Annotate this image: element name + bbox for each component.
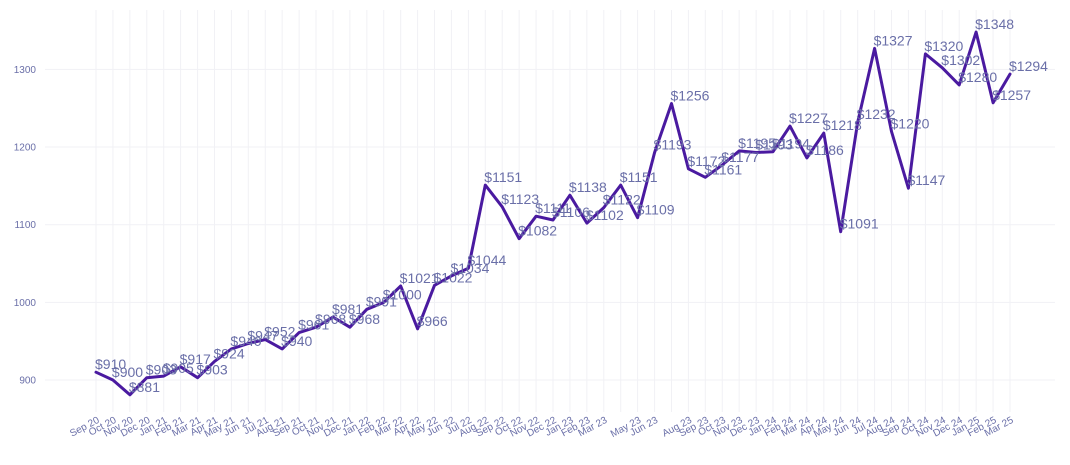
data-label: $881 [129, 379, 160, 395]
data-label: $1123 [501, 191, 539, 207]
data-label: $905 [163, 360, 194, 376]
data-label: $1151 [484, 169, 522, 185]
data-label: $917 [180, 351, 211, 367]
data-label: $1186 [806, 142, 844, 158]
data-label: $1172 [687, 153, 725, 169]
y-tick-label: 1000 [14, 298, 37, 309]
y-tick-label: 1200 [14, 143, 37, 154]
data-label: $991 [366, 293, 397, 309]
y-tick-label: 900 [19, 376, 36, 387]
data-label: $1227 [789, 110, 828, 126]
data-label: $1280 [958, 69, 997, 85]
data-label: $1193 [755, 136, 793, 152]
data-label: $910 [95, 356, 126, 372]
data-label: $1044 [467, 252, 506, 268]
data-label: $1257 [992, 87, 1031, 103]
data-label: $940 [281, 333, 312, 349]
y-axis-ticks: 900 1000 1100 1200 1300 [14, 65, 37, 387]
series-line-group [94, 30, 1012, 397]
data-label: $1151 [620, 169, 658, 185]
data-label: $903 [146, 362, 177, 378]
data-label: $1122 [603, 192, 641, 208]
data-label: $1138 [569, 179, 607, 195]
data-label: $903 [197, 362, 228, 378]
data-label: $1147 [907, 172, 945, 188]
data-label: $1022 [434, 269, 473, 285]
data-label: $900 [112, 364, 143, 380]
y-tick-label: 1100 [14, 220, 36, 231]
data-label: $1021 [400, 270, 439, 286]
data-label: $1348 [975, 16, 1014, 32]
data-label: $952 [264, 324, 295, 340]
data-label: $968 [349, 311, 380, 327]
data-label: $1194 [772, 136, 810, 152]
data-labels: $910$900$881$903$905$917$903$924$940$947… [95, 16, 1048, 395]
data-label: $1000 [383, 286, 422, 302]
data-label: $1034 [450, 260, 489, 276]
data-label: $1294 [1009, 58, 1048, 74]
series-line [94, 30, 1012, 397]
data-label: $1091 [840, 216, 879, 232]
grid [45, 10, 1055, 412]
data-label: $1220 [891, 116, 930, 132]
data-label: $1302 [941, 52, 980, 68]
y-tick-label: 1300 [14, 65, 37, 76]
data-label: $1177 [721, 149, 759, 165]
data-label: $924 [213, 345, 244, 361]
data-label: $1082 [518, 223, 557, 239]
data-label: $966 [417, 313, 448, 329]
data-label: $1102 [586, 207, 624, 223]
data-label: $940 [230, 333, 261, 349]
data-label: $968 [315, 311, 346, 327]
data-label: $981 [332, 301, 363, 317]
data-label: $1111 [535, 200, 571, 216]
data-label: $1109 [637, 202, 675, 218]
data-label: $1232 [857, 106, 896, 122]
data-label: $1327 [874, 32, 913, 48]
data-label: $1106 [552, 204, 590, 220]
data-label: $961 [298, 317, 329, 333]
data-label: $1161 [704, 161, 742, 177]
data-label: $1256 [670, 88, 709, 104]
data-label: $1193 [654, 136, 692, 152]
data-label: $947 [247, 328, 278, 344]
data-label: $1320 [924, 38, 963, 54]
data-label: $1218 [823, 117, 862, 133]
data-label: $1195 [738, 135, 776, 151]
